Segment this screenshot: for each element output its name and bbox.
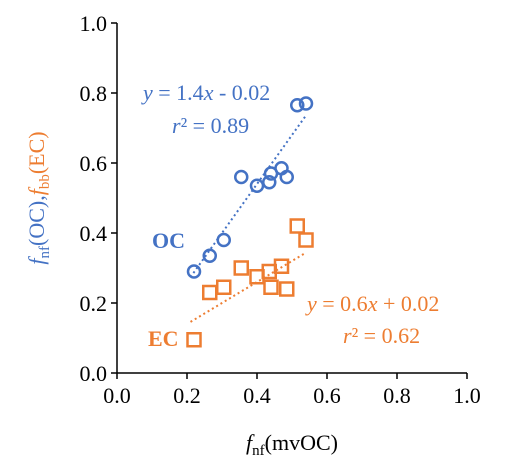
data-points <box>186 96 314 348</box>
y-tick-label: 0.2 <box>80 291 108 316</box>
series-label-ec: EC <box>148 326 179 351</box>
x-tick-label: 1.0 <box>453 383 481 408</box>
y-tick-label: 0.0 <box>80 361 108 386</box>
y-axis-title: fnf(OC),fbb(EC) <box>24 131 53 264</box>
x-tick-label: 0.2 <box>173 383 201 408</box>
ec-fit-equation: y = 0.6x + 0.02 <box>305 291 439 316</box>
oc-fit-r2: r² = 0.89 <box>172 113 249 138</box>
x-tick-label: 0.0 <box>103 383 131 408</box>
y-tick-label: 1.0 <box>80 11 108 36</box>
ec-point <box>263 279 279 295</box>
y-tick-label: 0.4 <box>80 221 108 246</box>
fit-lines <box>189 114 307 323</box>
oc-trendline <box>189 114 307 278</box>
ec-point <box>279 281 295 297</box>
ec-point <box>202 284 218 301</box>
ec-point <box>273 258 290 274</box>
ec-point <box>289 218 305 234</box>
oc-point <box>279 169 294 185</box>
oc-point <box>216 232 231 248</box>
x-tick-label: 0.6 <box>313 383 341 408</box>
ec-point <box>298 232 314 248</box>
y-tick-label: 0.8 <box>80 81 108 106</box>
ec-fit-r2: r² = 0.62 <box>343 323 420 348</box>
ec-point <box>186 332 202 348</box>
series-label-oc: OC <box>152 228 185 253</box>
ec-point <box>216 279 232 295</box>
oc-fit-equation: y = 1.4x - 0.02 <box>141 80 270 105</box>
oc-point <box>298 96 314 111</box>
oc-point <box>234 169 249 185</box>
ec-point <box>233 260 249 276</box>
oc-point <box>202 248 217 263</box>
oc-point <box>262 175 277 190</box>
y-tick-label: 0.6 <box>80 151 108 176</box>
axis-ticks: 0.0 0.2 0.4 0.6 0.8 1.0 0.0 0.2 0.4 0.6 0.8 1.0 <box>80 11 481 408</box>
oc-point <box>249 178 265 193</box>
x-tick-label: 0.4 <box>243 383 271 408</box>
oc-point <box>290 98 305 113</box>
oc-point <box>186 264 202 279</box>
x-tick-label: 0.8 <box>383 383 411 408</box>
x-axis-title: fnf(mvOC) <box>246 430 338 459</box>
